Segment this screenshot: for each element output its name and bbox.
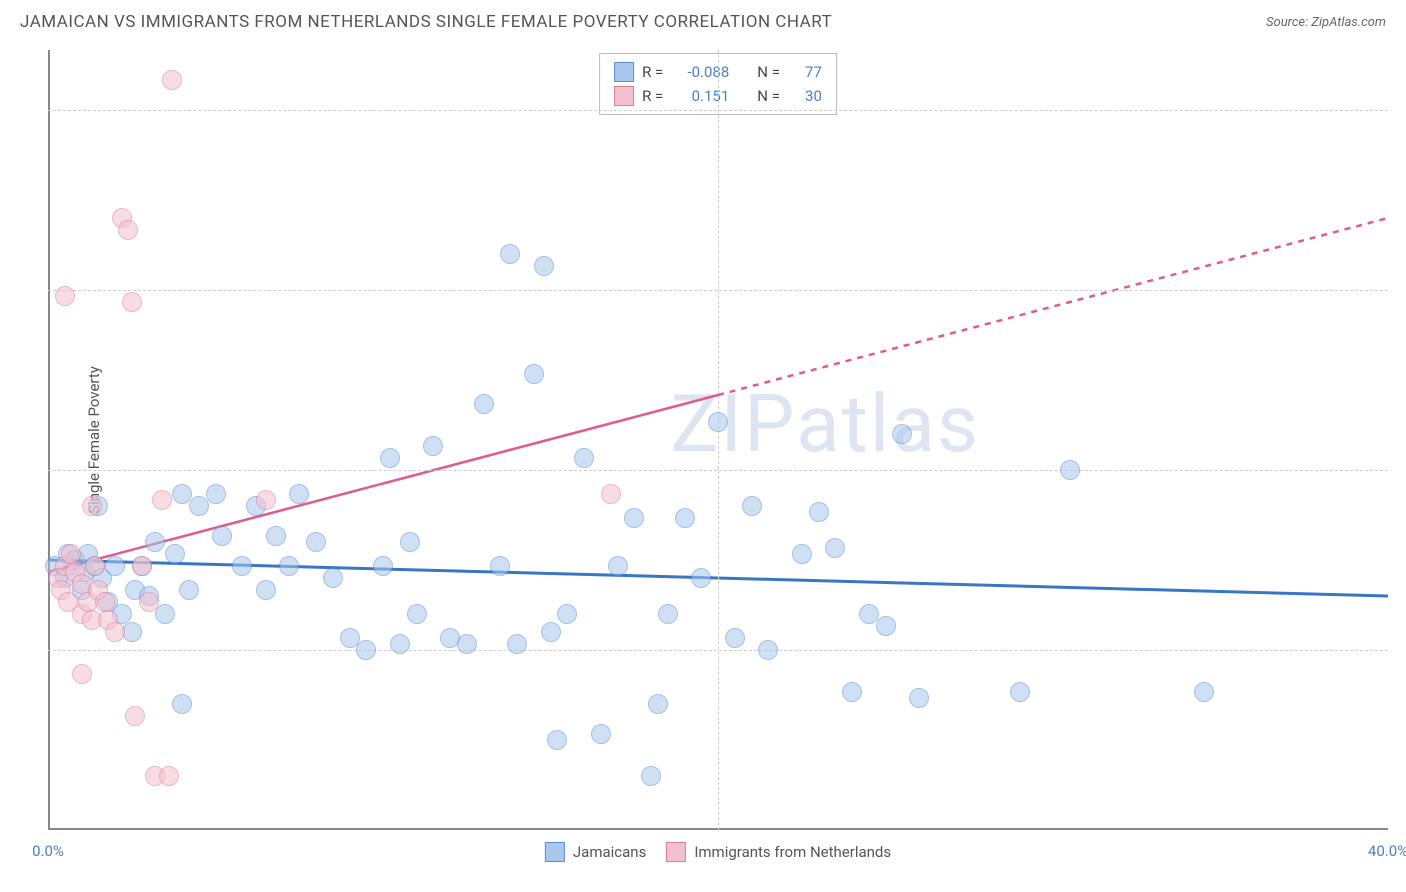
scatter-point xyxy=(72,664,92,684)
scatter-point xyxy=(474,394,494,414)
scatter-point xyxy=(206,484,226,504)
scatter-point xyxy=(125,706,145,726)
scatter-point xyxy=(457,634,477,654)
scatter-point xyxy=(809,502,829,522)
n-label: N = xyxy=(757,63,780,81)
scatter-point xyxy=(390,634,410,654)
chart-area: Single Female Poverty ZIPatlas R =-0.088… xyxy=(48,50,1388,830)
series-legend: Jamaicans Immigrants from Netherlands xyxy=(545,842,891,862)
scatter-point xyxy=(557,604,577,624)
scatter-point xyxy=(256,490,276,510)
scatter-point xyxy=(145,532,165,552)
scatter-point xyxy=(648,694,668,714)
scatter-point xyxy=(232,556,252,576)
x-tick-label: 40.0% xyxy=(1368,842,1406,860)
scatter-point xyxy=(675,508,695,528)
scatter-point xyxy=(1194,682,1214,702)
scatter-point xyxy=(1060,460,1080,480)
scatter-point xyxy=(1010,682,1030,702)
scatter-point xyxy=(876,616,896,636)
scatter-point xyxy=(380,448,400,468)
scatter-point xyxy=(892,424,912,444)
chart-source: Source: ZipAtlas.com xyxy=(1266,15,1386,30)
series-name: Jamaicans xyxy=(573,843,646,861)
scatter-point xyxy=(118,220,138,240)
scatter-point xyxy=(624,508,644,528)
scatter-point xyxy=(400,532,420,552)
scatter-point xyxy=(742,496,762,516)
scatter-point xyxy=(85,556,105,576)
scatter-point xyxy=(139,592,159,612)
n-label: N = xyxy=(757,87,780,105)
scatter-point xyxy=(152,490,172,510)
scatter-point xyxy=(691,568,711,588)
scatter-point xyxy=(179,580,199,600)
r-label: R = xyxy=(642,63,663,81)
r-value: 0.151 xyxy=(671,87,729,105)
scatter-point xyxy=(306,532,326,552)
scatter-point xyxy=(574,448,594,468)
scatter-point xyxy=(256,580,276,600)
scatter-point xyxy=(541,622,561,642)
legend-swatch xyxy=(666,842,686,862)
scatter-point xyxy=(500,244,520,264)
scatter-point xyxy=(289,484,309,504)
scatter-point xyxy=(591,724,611,744)
scatter-point xyxy=(266,526,286,546)
scatter-point xyxy=(708,412,728,432)
scatter-point xyxy=(490,556,510,576)
chart-title: JAMAICAN VS IMMIGRANTS FROM NETHERLANDS … xyxy=(20,12,832,32)
scatter-point xyxy=(534,256,554,276)
scatter-point xyxy=(909,688,929,708)
scatter-point xyxy=(122,292,142,312)
scatter-point xyxy=(547,730,567,750)
scatter-point xyxy=(423,436,443,456)
scatter-point xyxy=(159,766,179,786)
n-value: 30 xyxy=(788,87,822,105)
scatter-point xyxy=(155,604,175,624)
scatter-plot: ZIPatlas R =-0.088N =77R =0.151N =30 15.… xyxy=(48,50,1388,830)
scatter-point xyxy=(95,592,115,612)
r-label: R = xyxy=(642,87,663,105)
scatter-point xyxy=(61,544,81,564)
scatter-point xyxy=(608,556,628,576)
scatter-point xyxy=(407,604,427,624)
series-legend-item: Immigrants from Netherlands xyxy=(666,842,891,862)
series-name: Immigrants from Netherlands xyxy=(694,843,891,861)
scatter-point xyxy=(105,556,125,576)
scatter-point xyxy=(792,544,812,564)
scatter-point xyxy=(55,286,75,306)
scatter-point xyxy=(132,556,152,576)
scatter-point xyxy=(507,634,527,654)
scatter-point xyxy=(658,604,678,624)
series-legend-item: Jamaicans xyxy=(545,842,646,862)
legend-swatch xyxy=(614,62,634,82)
gridline-v xyxy=(718,50,719,830)
scatter-point xyxy=(189,496,209,516)
scatter-point xyxy=(725,628,745,648)
scatter-point xyxy=(323,568,343,588)
scatter-point xyxy=(373,556,393,576)
n-value: 77 xyxy=(788,63,822,81)
scatter-point xyxy=(165,544,185,564)
scatter-point xyxy=(356,640,376,660)
legend-swatch xyxy=(545,842,565,862)
scatter-point xyxy=(842,682,862,702)
scatter-point xyxy=(601,484,621,504)
scatter-point xyxy=(82,496,102,516)
scatter-point xyxy=(641,766,661,786)
scatter-point xyxy=(212,526,232,546)
scatter-point xyxy=(162,70,182,90)
scatter-point xyxy=(105,622,125,642)
legend-swatch xyxy=(614,86,634,106)
y-axis-line xyxy=(48,50,50,830)
scatter-point xyxy=(172,694,192,714)
scatter-point xyxy=(279,556,299,576)
scatter-point xyxy=(758,640,778,660)
scatter-point xyxy=(524,364,544,384)
r-value: -0.088 xyxy=(671,63,729,81)
scatter-point xyxy=(825,538,845,558)
x-tick-label: 0.0% xyxy=(32,842,64,860)
chart-header: JAMAICAN VS IMMIGRANTS FROM NETHERLANDS … xyxy=(20,12,1386,32)
